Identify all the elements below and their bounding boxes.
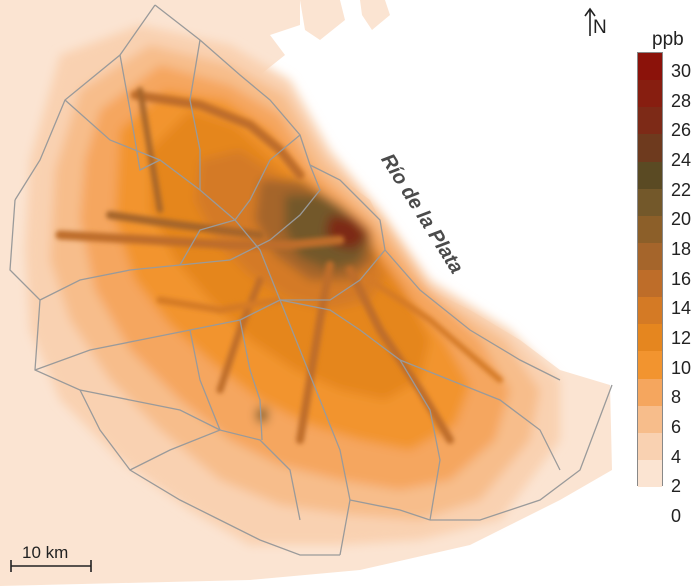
legend-tick-label: 14: [671, 298, 692, 319]
legend-tick-label: 4: [671, 446, 682, 467]
legend-tick-label: 0: [671, 506, 682, 526]
district-boundaries: [9, 4, 613, 556]
legend-tick-label: 20: [671, 209, 692, 230]
legend-color-step: [638, 324, 662, 352]
legend-color-step: [638, 215, 662, 243]
road-corridors: [55, 87, 503, 444]
legend-tick-label: 26: [671, 120, 692, 141]
legend-color-step: [638, 107, 662, 135]
legend-color-step: [638, 161, 662, 189]
legend-color-step: [638, 242, 662, 270]
legend-color-step: [638, 134, 662, 162]
north-arrow-icon: [584, 7, 596, 36]
legend-color-step: [638, 80, 662, 108]
legend-tick-label: 28: [671, 90, 692, 111]
north-label: N: [593, 17, 607, 38]
legend-tick-label: 24: [671, 150, 692, 170]
legend-tick-label: 10: [671, 357, 692, 378]
scale-bar: [10, 560, 92, 572]
scale-label: 10 km: [22, 543, 69, 562]
island-patches: [300, 0, 390, 40]
legend-color-step: [638, 351, 662, 379]
legend-tick-label: 6: [671, 417, 682, 437]
legend-color-step: [638, 53, 662, 81]
legend-colorbar: [637, 52, 663, 487]
legend-color-step: [638, 270, 662, 298]
legend-color-step: [638, 188, 662, 216]
legend-tick-label: 12: [671, 328, 692, 348]
legend-tick-label: 22: [671, 179, 692, 200]
legend-unit: ppb: [652, 29, 684, 50]
legend-color-step: [638, 297, 662, 325]
legend-tick-label: 18: [671, 239, 692, 259]
legend-tick-label: 8: [671, 387, 682, 408]
legend-color-step: [638, 405, 662, 433]
legend-tick-label: 16: [671, 268, 692, 289]
legend-color-step: [638, 459, 662, 487]
concentration-layers: [25, 25, 560, 545]
legend-color-step: [638, 432, 662, 460]
legend-tick-label: 30: [671, 61, 692, 81]
legend-tick-label: 2: [671, 476, 682, 497]
legend-color-step: [638, 378, 662, 406]
